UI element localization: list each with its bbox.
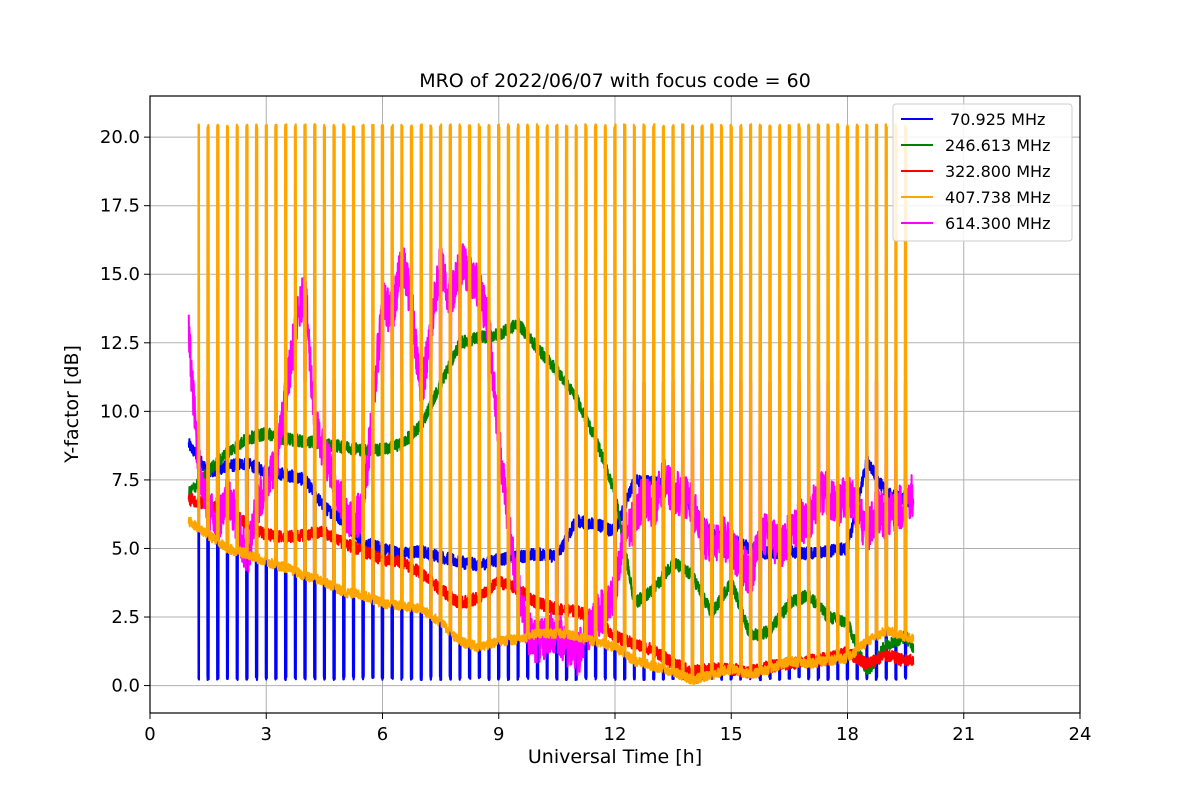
y-tick-label-8: 20.0 — [100, 127, 140, 148]
chart-title: MRO of 2022/06/07 with focus code = 60 — [419, 70, 811, 92]
x-axis: 0 3 6 9 12 15 18 21 24 — [144, 713, 1091, 745]
legend-label-0: 70.925 MHz — [945, 110, 1045, 129]
x-tick-label-5: 15 — [720, 724, 743, 745]
y-axis: 0.0 2.5 5.0 7.5 10.0 12.5 15.0 17.5 20.0 — [100, 127, 150, 697]
x-tick-label-6: 18 — [836, 724, 859, 745]
legend-label-4: 614.300 MHz — [945, 214, 1050, 233]
x-axis-label: Universal Time [h] — [528, 746, 702, 768]
y-tick-label-6: 15.0 — [100, 264, 140, 285]
series-line-4 — [187, 243, 915, 677]
y-tick-label-5: 12.5 — [100, 333, 140, 354]
x-tick-label-3: 9 — [493, 724, 504, 745]
y-tick-label-3: 7.5 — [111, 470, 140, 491]
legend-label-3: 407.738 MHz — [945, 188, 1050, 207]
legend-box — [892, 103, 1073, 242]
y-tick-label-7: 17.5 — [100, 196, 140, 217]
y-tick-label-1: 2.5 — [111, 607, 140, 628]
x-tick-label-7: 21 — [952, 724, 975, 745]
y-tick-label-2: 5.0 — [111, 538, 140, 559]
series-line-3 — [187, 123, 915, 686]
x-tick-label-1: 3 — [261, 724, 272, 745]
legend-label-1: 246.613 MHz — [945, 136, 1050, 155]
series-layer — [187, 123, 915, 686]
y-axis-label: Y-factor [dB] — [61, 345, 83, 464]
series-line-1 — [187, 317, 915, 675]
y-tick-label-4: 10.0 — [100, 401, 140, 422]
series-line-0 — [187, 438, 915, 682]
x-tick-label-0: 0 — [144, 724, 155, 745]
x-tick-label-4: 12 — [604, 724, 627, 745]
legend: 70.925 MHz 246.613 MHz 322.800 MHz 407.738 … — [892, 103, 1073, 242]
legend-label-2: 322.800 MHz — [945, 162, 1050, 181]
x-tick-label-2: 6 — [377, 724, 388, 745]
x-tick-label-8: 24 — [1069, 724, 1092, 745]
y-tick-label-0: 0.0 — [111, 676, 140, 697]
